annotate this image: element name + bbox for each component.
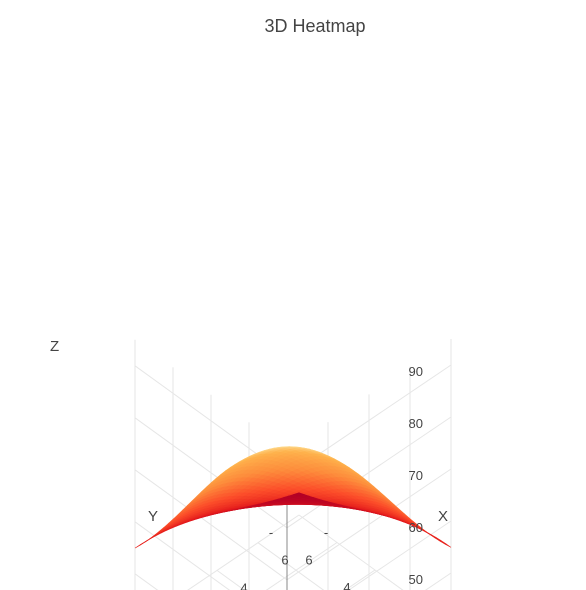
x-axis-title: X [438, 508, 448, 525]
z-tick-label: 60 [409, 520, 423, 535]
floor-grid-line-y [187, 514, 300, 590]
floor-grid-line-x [257, 542, 325, 590]
surface-layer [134, 446, 452, 549]
wall-grid-line-z [286, 416, 452, 529]
z-tick-label: 80 [409, 416, 423, 431]
z-tick-label: 90 [409, 364, 423, 379]
y-tick-label: - [269, 525, 273, 540]
z-axis-title: Z [50, 338, 59, 355]
chart-title: 3D Heatmap [264, 16, 365, 36]
floor-grid-line-y [265, 542, 338, 590]
floor-grid-line-x [298, 514, 404, 590]
x-tick-label: 4 [240, 580, 247, 590]
y-tick-label: 4 [343, 580, 350, 590]
wall-grid-line-z [347, 520, 452, 590]
surface-cell [292, 492, 305, 497]
x-tick-label: 6 [281, 553, 288, 568]
wall-grid-line-z [134, 521, 231, 590]
floor-grid-line-x [216, 569, 245, 590]
wall-grid-line-z [286, 468, 452, 581]
wall-grid-line-z [134, 417, 288, 529]
y-axis-title: Y [148, 508, 158, 525]
z-tick-label: 50 [409, 572, 423, 587]
z-tick-label: 70 [409, 468, 423, 483]
floor-grid-line-y [344, 569, 376, 590]
label-layer: 0246-0246-405060708090 [240, 364, 423, 590]
grid-layer [134, 339, 452, 590]
wall-grid-line-z [134, 469, 288, 581]
y-tick-label: 6 [305, 553, 312, 568]
x-tick-label: - [324, 525, 328, 540]
